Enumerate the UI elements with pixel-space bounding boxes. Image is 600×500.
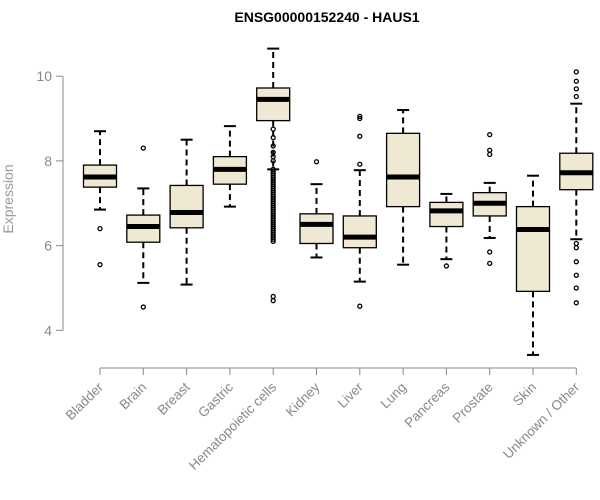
box-group bbox=[559, 69, 594, 306]
outlier-point bbox=[357, 303, 363, 309]
outlier-point bbox=[270, 236, 276, 242]
box-group bbox=[472, 131, 507, 267]
y-axis-label: Expression bbox=[0, 164, 16, 233]
box-group bbox=[82, 130, 118, 268]
box-iqr bbox=[429, 201, 464, 228]
outlier-point bbox=[573, 245, 579, 251]
box-group bbox=[256, 47, 291, 304]
outlier-point bbox=[270, 143, 276, 149]
y-tick-label: 8 bbox=[44, 153, 52, 169]
outlier-point bbox=[443, 263, 450, 269]
outlier-point bbox=[487, 260, 493, 267]
box-iqr bbox=[299, 213, 334, 245]
box-series bbox=[82, 47, 594, 356]
outlier-point bbox=[357, 113, 363, 120]
outlier-point bbox=[573, 240, 579, 247]
outlier-point bbox=[573, 93, 579, 100]
x-tick-label: Lung bbox=[377, 380, 409, 412]
outlier-point bbox=[357, 161, 363, 167]
box-iqr bbox=[515, 205, 551, 293]
box-iqr bbox=[385, 132, 421, 208]
chart-title: ENSG00000152240 - HAUS1 bbox=[234, 9, 419, 25]
box-group bbox=[429, 192, 464, 269]
outlier-point bbox=[487, 131, 493, 138]
x-tick-label: Liver bbox=[335, 379, 367, 411]
outlier-point bbox=[573, 259, 579, 265]
outlier-point bbox=[270, 153, 276, 160]
box-iqr bbox=[256, 87, 291, 122]
outlier-point bbox=[97, 262, 103, 268]
x-tick-label: Bladder bbox=[63, 379, 107, 423]
outlier-point bbox=[573, 69, 579, 75]
outlier-point bbox=[573, 285, 579, 291]
x-tick-label: Skin bbox=[510, 380, 539, 409]
outlier-point bbox=[140, 145, 146, 151]
outlier-point bbox=[270, 298, 276, 304]
outlier-point bbox=[270, 293, 276, 300]
outlier-point bbox=[573, 86, 579, 92]
x-tick-label: Kidney bbox=[283, 379, 323, 419]
x-tick-label: Unknown / Other bbox=[500, 379, 583, 462]
outlier-point bbox=[487, 151, 493, 158]
outlier-point bbox=[573, 300, 579, 306]
outlier-point bbox=[573, 78, 579, 84]
outlier-point bbox=[357, 133, 363, 139]
box-group bbox=[126, 145, 161, 310]
x-tick-label: Gastric bbox=[195, 379, 236, 420]
y-tick-label: 10 bbox=[36, 68, 52, 84]
x-tick-label: Brain bbox=[117, 380, 150, 413]
outlier-point bbox=[487, 147, 493, 153]
x-tick-label: Breast bbox=[155, 379, 193, 417]
outlier-point bbox=[97, 226, 103, 232]
y-tick-label: 4 bbox=[44, 322, 52, 338]
x-tick-label: Prostate bbox=[450, 380, 496, 426]
box-group bbox=[342, 113, 377, 309]
box-group bbox=[299, 159, 334, 259]
outlier-point bbox=[270, 238, 276, 245]
outlier-point bbox=[573, 272, 579, 278]
outlier-point bbox=[140, 304, 146, 310]
outlier-point bbox=[357, 115, 363, 122]
outlier-point bbox=[313, 159, 320, 165]
outlier-point bbox=[270, 126, 276, 132]
box-iqr bbox=[169, 184, 204, 229]
outlier-point bbox=[270, 158, 276, 164]
box-group bbox=[212, 125, 248, 208]
y-tick-label: 6 bbox=[44, 238, 52, 254]
outlier-point bbox=[487, 249, 493, 255]
box-group bbox=[169, 138, 204, 286]
box-group bbox=[515, 174, 551, 356]
box-group bbox=[385, 109, 421, 266]
outlier-point bbox=[270, 134, 276, 141]
box-iqr bbox=[342, 215, 377, 249]
y-axis: 4 6 8 10 bbox=[36, 68, 64, 338]
x-tick-label: Pancreas bbox=[402, 379, 453, 430]
